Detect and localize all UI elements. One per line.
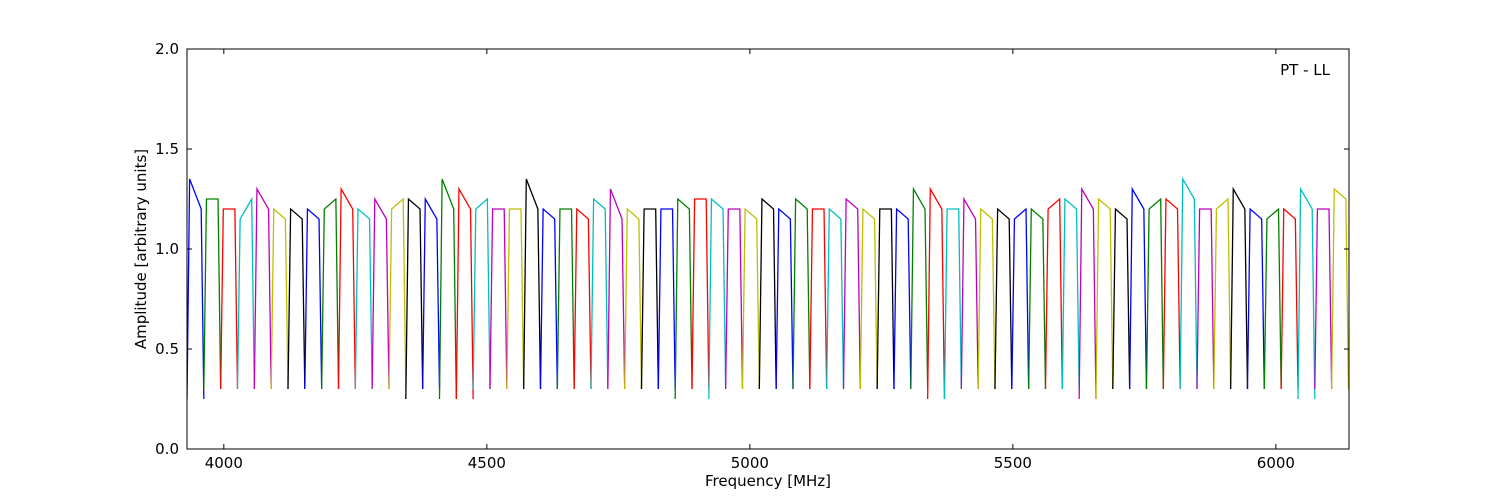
spectrum-line (657, 208, 676, 390)
spectrum-line (472, 197, 491, 390)
spectrum-line (236, 196, 255, 390)
spectrum-line (691, 198, 710, 390)
spectrum-line (1061, 197, 1080, 390)
x-tick-label: 6000 (1257, 454, 1295, 472)
spectrum-line (337, 186, 356, 390)
spectrum-line (287, 207, 306, 390)
spectrum-line (270, 207, 289, 390)
spectrum-line (792, 197, 811, 390)
spectrum-line (253, 186, 272, 390)
spectrum-line (539, 207, 558, 390)
spectrum-line (1280, 207, 1299, 390)
x-tick-label: 4000 (205, 454, 243, 472)
spectrum-line (876, 208, 895, 390)
spectrum-line (1028, 207, 1047, 390)
spectrum-line (826, 207, 845, 390)
spectrum-line (893, 207, 912, 390)
y-tick-label: 0.0 (155, 440, 179, 458)
spectrum-line (927, 186, 946, 400)
x-tick-label: 4500 (468, 454, 506, 472)
spectrum-line (607, 188, 626, 390)
spectrum-line (371, 196, 390, 390)
spectrum-line (1095, 197, 1114, 400)
x-axis-label: Frequency [MHz] (705, 472, 831, 490)
y-tick-label: 0.5 (155, 340, 179, 358)
spectrum-line (1229, 186, 1249, 390)
spectrum-line (1145, 197, 1164, 390)
spectrum-line (187, 178, 205, 400)
spectrum-line (489, 208, 508, 390)
spectrum-line (1196, 208, 1215, 390)
spectrum-line (674, 197, 693, 400)
spectrum-line (809, 208, 828, 390)
spectrum-line (775, 207, 794, 390)
plot-area (187, 176, 1349, 400)
y-tick-label: 1.0 (155, 240, 179, 258)
spectrum-line (1162, 197, 1181, 390)
spectrum-line (1297, 186, 1316, 400)
spectrum-line (590, 197, 609, 390)
spectrum-line (1246, 207, 1265, 390)
spectrum-line (1044, 197, 1063, 390)
spectrum-line (1011, 207, 1030, 390)
spectrum-line (1112, 207, 1131, 390)
y-tick-label: 2.0 (155, 40, 179, 58)
spectrum-line (1330, 187, 1349, 390)
spectrum-line (573, 207, 592, 390)
spectrum-line (624, 207, 643, 390)
spectrum-line (506, 208, 525, 390)
spectrum-line (640, 208, 659, 390)
spectrum-line (943, 208, 962, 400)
spectrum-line (910, 186, 929, 390)
spectrum-line (1263, 207, 1282, 390)
spectrum-line (1129, 186, 1148, 390)
spectrum-line (1078, 186, 1097, 400)
spectrum-line (994, 207, 1013, 390)
spectrum-line (741, 207, 760, 390)
spectrum-line (422, 196, 441, 390)
spectrum-line (859, 207, 878, 390)
spectrum-line (203, 198, 222, 390)
spectrum-line (455, 186, 474, 400)
spectrum-line (354, 207, 373, 390)
x-tick-label: 5500 (994, 454, 1032, 472)
spectrum-line (708, 197, 727, 400)
spectrum-line (1213, 197, 1232, 390)
spectrum-line (220, 208, 239, 390)
spectrum-line (977, 207, 996, 390)
spectrum-line (523, 178, 542, 390)
y-tick-label: 1.5 (155, 140, 179, 158)
spectrum-line (960, 196, 979, 390)
spectrum-line (556, 208, 575, 390)
spectrum-line (1179, 176, 1198, 390)
spectrum-line (725, 208, 744, 390)
spectrum-line (1314, 208, 1333, 390)
spectrum-line (388, 197, 407, 390)
spectrum-line (438, 178, 457, 400)
annotation: PT - LL (1280, 61, 1331, 79)
y-axis-label: Amplitude [arbitrary units] (132, 149, 150, 349)
spectrum-line (842, 197, 861, 390)
spectrum-line (405, 197, 424, 400)
spectrum-line (321, 197, 340, 390)
x-tick-label: 5000 (731, 454, 769, 472)
spectrum-line (304, 207, 323, 390)
spectrum-line (758, 197, 777, 390)
